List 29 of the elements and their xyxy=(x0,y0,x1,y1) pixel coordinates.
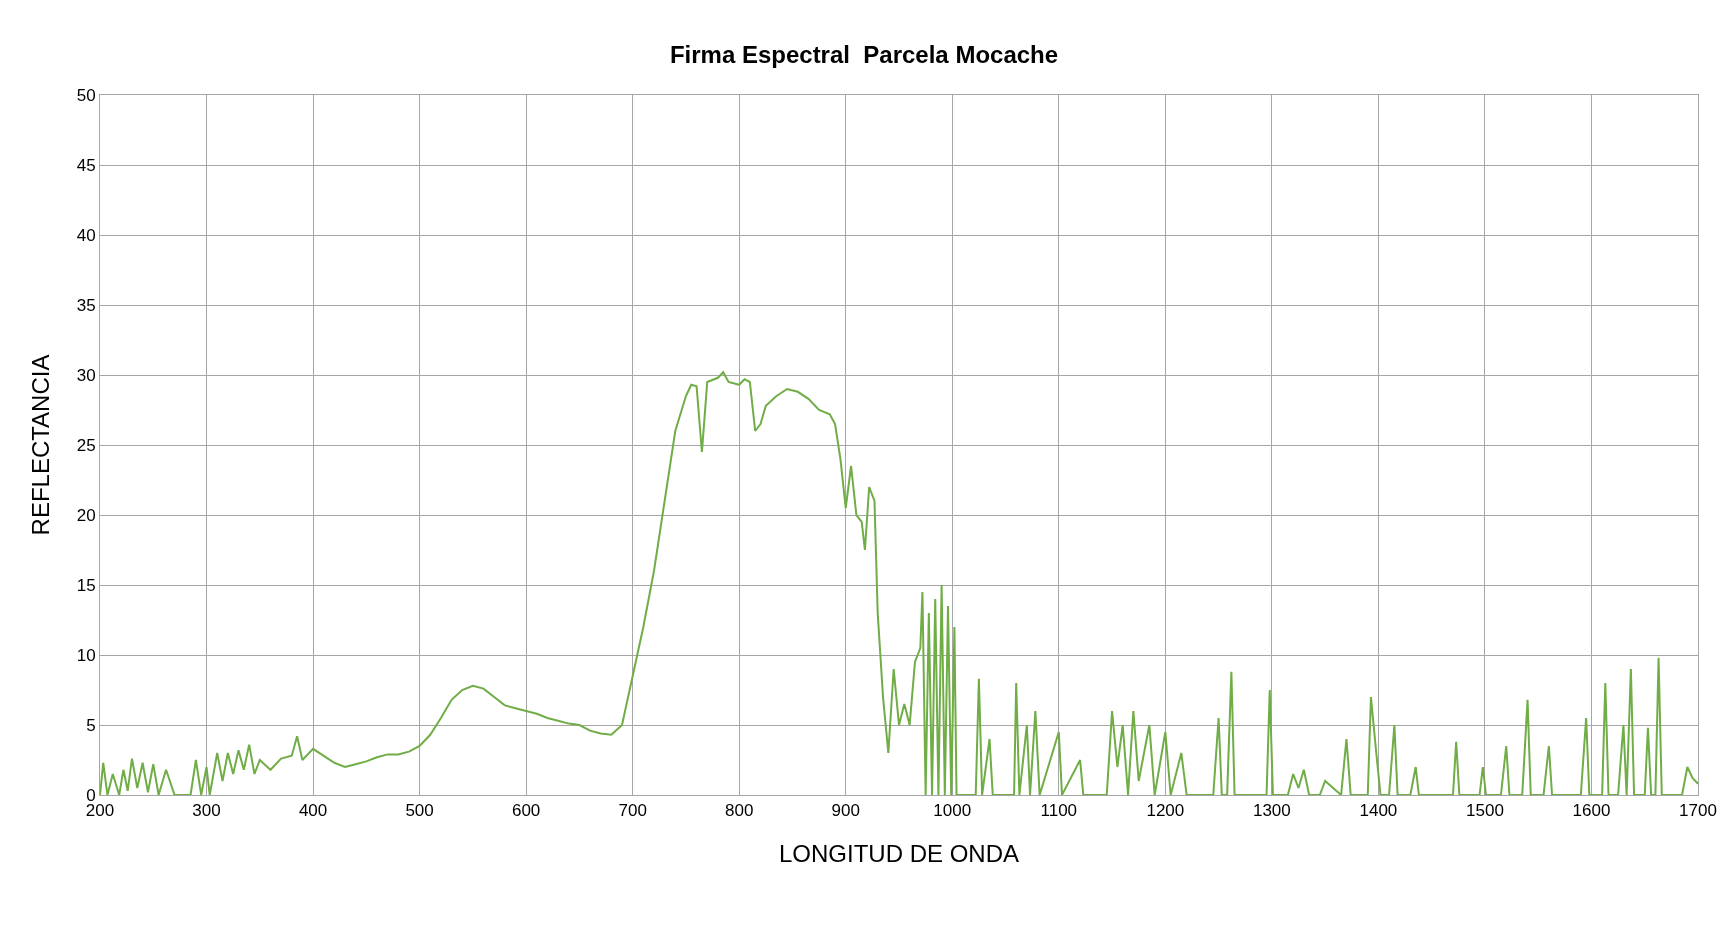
x-axis-title: LONGITUD DE ONDA xyxy=(778,839,1020,867)
y-axis-title: REFLECTANCIA xyxy=(26,354,54,536)
x-tick-label: 300 xyxy=(192,801,221,821)
y-tick-label: 45 xyxy=(76,155,96,175)
y-tick-label: 25 xyxy=(76,435,96,455)
line-series xyxy=(100,371,1698,795)
y-tick-label: 10 xyxy=(76,645,96,665)
y-tick-label: 40 xyxy=(76,225,96,245)
y-tick-label: 5 xyxy=(86,715,96,735)
x-tick-label: 900 xyxy=(831,801,860,821)
y-tick-label: 15 xyxy=(76,575,96,595)
x-tick-label: 600 xyxy=(511,801,541,821)
chart-title: Firma Espectral Parcela Mocache xyxy=(669,41,1059,69)
y-tick-label: 35 xyxy=(76,295,96,315)
x-tick-label: 1100 xyxy=(1040,801,1078,821)
x-tick-label: 1200 xyxy=(1146,801,1185,821)
x-tick-label: 800 xyxy=(725,801,754,821)
x-tick-label: 1500 xyxy=(1466,801,1504,821)
x-tick-label: 700 xyxy=(618,801,647,821)
y-tick-label: 50 xyxy=(76,85,96,105)
x-tick-label: 1400 xyxy=(1359,801,1398,821)
x-tick-label: 1000 xyxy=(933,801,972,821)
y-tick-label: 30 xyxy=(76,365,96,385)
x-tick-label: 1600 xyxy=(1572,801,1611,821)
x-tick-label: 400 xyxy=(298,801,328,821)
x-tick-label: 1300 xyxy=(1252,801,1291,821)
x-tick-label: 500 xyxy=(405,801,434,821)
y-tick-label: 20 xyxy=(76,505,96,525)
x-tick-label: 1700 xyxy=(1679,801,1717,821)
